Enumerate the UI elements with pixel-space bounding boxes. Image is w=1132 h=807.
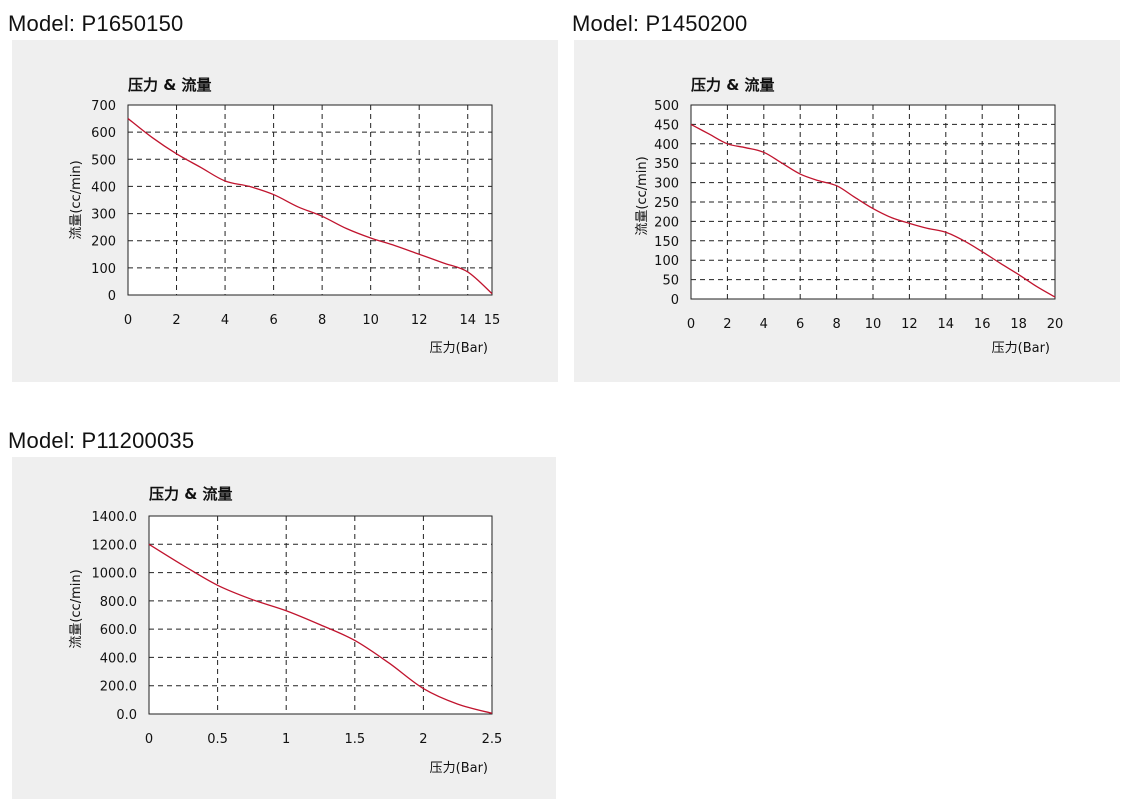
model-title-p11200035: Model: P11200035: [8, 428, 195, 453]
chart-panel-p1450200: 0 2 4 6 8 10 12 14 16 18 20 0 50 100 150 200 250 300 350 40…: [574, 40, 1120, 382]
x-tick-label: 1: [282, 732, 290, 747]
plot-area: [149, 516, 492, 714]
y-tick-label: 100: [654, 254, 679, 269]
x-tick-label: 15: [484, 313, 501, 328]
y-tick-label: 0: [671, 293, 679, 308]
y-tick-label: 600.0: [100, 623, 137, 638]
y-axis-label: 流量(cc/min): [69, 160, 84, 239]
chart-panel-p11200035: 0 0.5 1 1.5 2 2.5 0.0 200.0 400.0 600.0 800.0 1000.…: [12, 457, 556, 799]
x-tick-label: 8: [832, 317, 840, 332]
y-tick-label: 1200.0: [92, 538, 138, 553]
y-tick-label: 200: [654, 215, 679, 230]
y-tick-label: 300: [91, 208, 116, 223]
chart-title: 压力 & 流量: [149, 485, 233, 503]
y-tick-label: 200.0: [100, 680, 137, 695]
pressure-flow-chart-p1650150: 0 2 4 6 8 10 12 14 15 0 100 200 300 400 500 600 700 压力 & …: [69, 76, 501, 356]
y-tick-label: 600: [91, 126, 116, 141]
y-tick-label: 150: [654, 235, 679, 250]
y-tick-label: 200: [91, 235, 116, 250]
x-tick-label: 6: [269, 313, 277, 328]
x-tick-label: 0: [124, 313, 132, 328]
x-tick-label: 0: [145, 732, 153, 747]
chart-title: 压力 & 流量: [128, 76, 212, 94]
y-tick-label: 250: [654, 196, 679, 211]
x-tick-label: 4: [760, 317, 768, 332]
y-tick-label: 450: [654, 118, 679, 133]
y-tick-label: 1000.0: [92, 567, 138, 582]
x-axis-label: 压力(Bar): [430, 341, 488, 356]
y-tick-label: 400.0: [100, 651, 137, 666]
plot-frame: [148, 515, 493, 715]
y-tick-label: 100: [91, 262, 116, 277]
y-tick-label: 350: [654, 157, 679, 172]
pressure-flow-line: [127, 118, 493, 295]
x-tick-label: 12: [411, 313, 428, 328]
x-tick-label: 1.5: [344, 732, 365, 747]
x-tick-label: 14: [938, 317, 955, 332]
pressure-flow-line: [690, 123, 1056, 298]
x-tick-label: 10: [865, 317, 882, 332]
x-tick-label: 8: [318, 313, 326, 328]
y-axis-label: 流量(cc/min): [635, 156, 650, 235]
chart-panel-p1650150: 0 2 4 6 8 10 12 14 15 0 100 200 300 400 500 600 700 压力 & …: [12, 40, 558, 382]
x-tick-label: 18: [1010, 317, 1027, 332]
x-tick-label: 2: [172, 313, 180, 328]
x-tick-label: 0: [687, 317, 695, 332]
y-tick-label: 500: [654, 99, 679, 114]
x-tick-label: 2: [419, 732, 427, 747]
model-title-p1650150: Model: P1650150: [8, 11, 184, 36]
y-tick-label: 0: [108, 289, 116, 304]
pressure-flow-chart-p1450200: 0 2 4 6 8 10 12 14 16 18 2005010015020025030035040…: [635, 76, 1064, 356]
y-tick-label: 400: [654, 138, 679, 153]
x-tick-label: 14: [459, 313, 476, 328]
y-tick-label: 500: [91, 153, 116, 168]
y-axis-label: 流量(cc/min): [69, 569, 84, 648]
chart-title: 压力 & 流量: [691, 76, 775, 94]
model-title-p1450200: Model: P1450200: [572, 11, 748, 36]
x-axis-label: 压力(Bar): [430, 761, 488, 776]
plot-frame: [690, 104, 1056, 300]
plot-area: [128, 105, 492, 295]
pressure-flow-chart-p11200035: 0 0.5 1 1.5 2 2.5 0.0 200.0 400.0 600.0 800.0 1000.…: [69, 485, 503, 776]
x-tick-label: 12: [901, 317, 918, 332]
y-tick-label: 0.0: [116, 708, 137, 723]
x-tick-label: 2: [723, 317, 731, 332]
x-axis-label: 压力(Bar): [992, 341, 1050, 356]
y-tick-label: 50: [662, 274, 679, 289]
pressure-flow-line: [148, 543, 493, 714]
y-tick-label: 800.0: [100, 595, 137, 610]
x-tick-label: 6: [796, 317, 804, 332]
x-tick-label: 16: [974, 317, 991, 332]
x-tick-label: 10: [362, 313, 379, 328]
x-tick-label: 20: [1047, 317, 1064, 332]
y-tick-label: 700: [91, 99, 116, 114]
x-tick-label: 4: [221, 313, 229, 328]
plot-frame: [127, 104, 493, 296]
x-tick-label: 2.5: [482, 732, 503, 747]
x-tick-label: 0.5: [207, 732, 228, 747]
y-tick-label: 1400.0: [92, 510, 138, 525]
y-tick-label: 300: [654, 177, 679, 192]
y-tick-label: 400: [91, 180, 116, 195]
